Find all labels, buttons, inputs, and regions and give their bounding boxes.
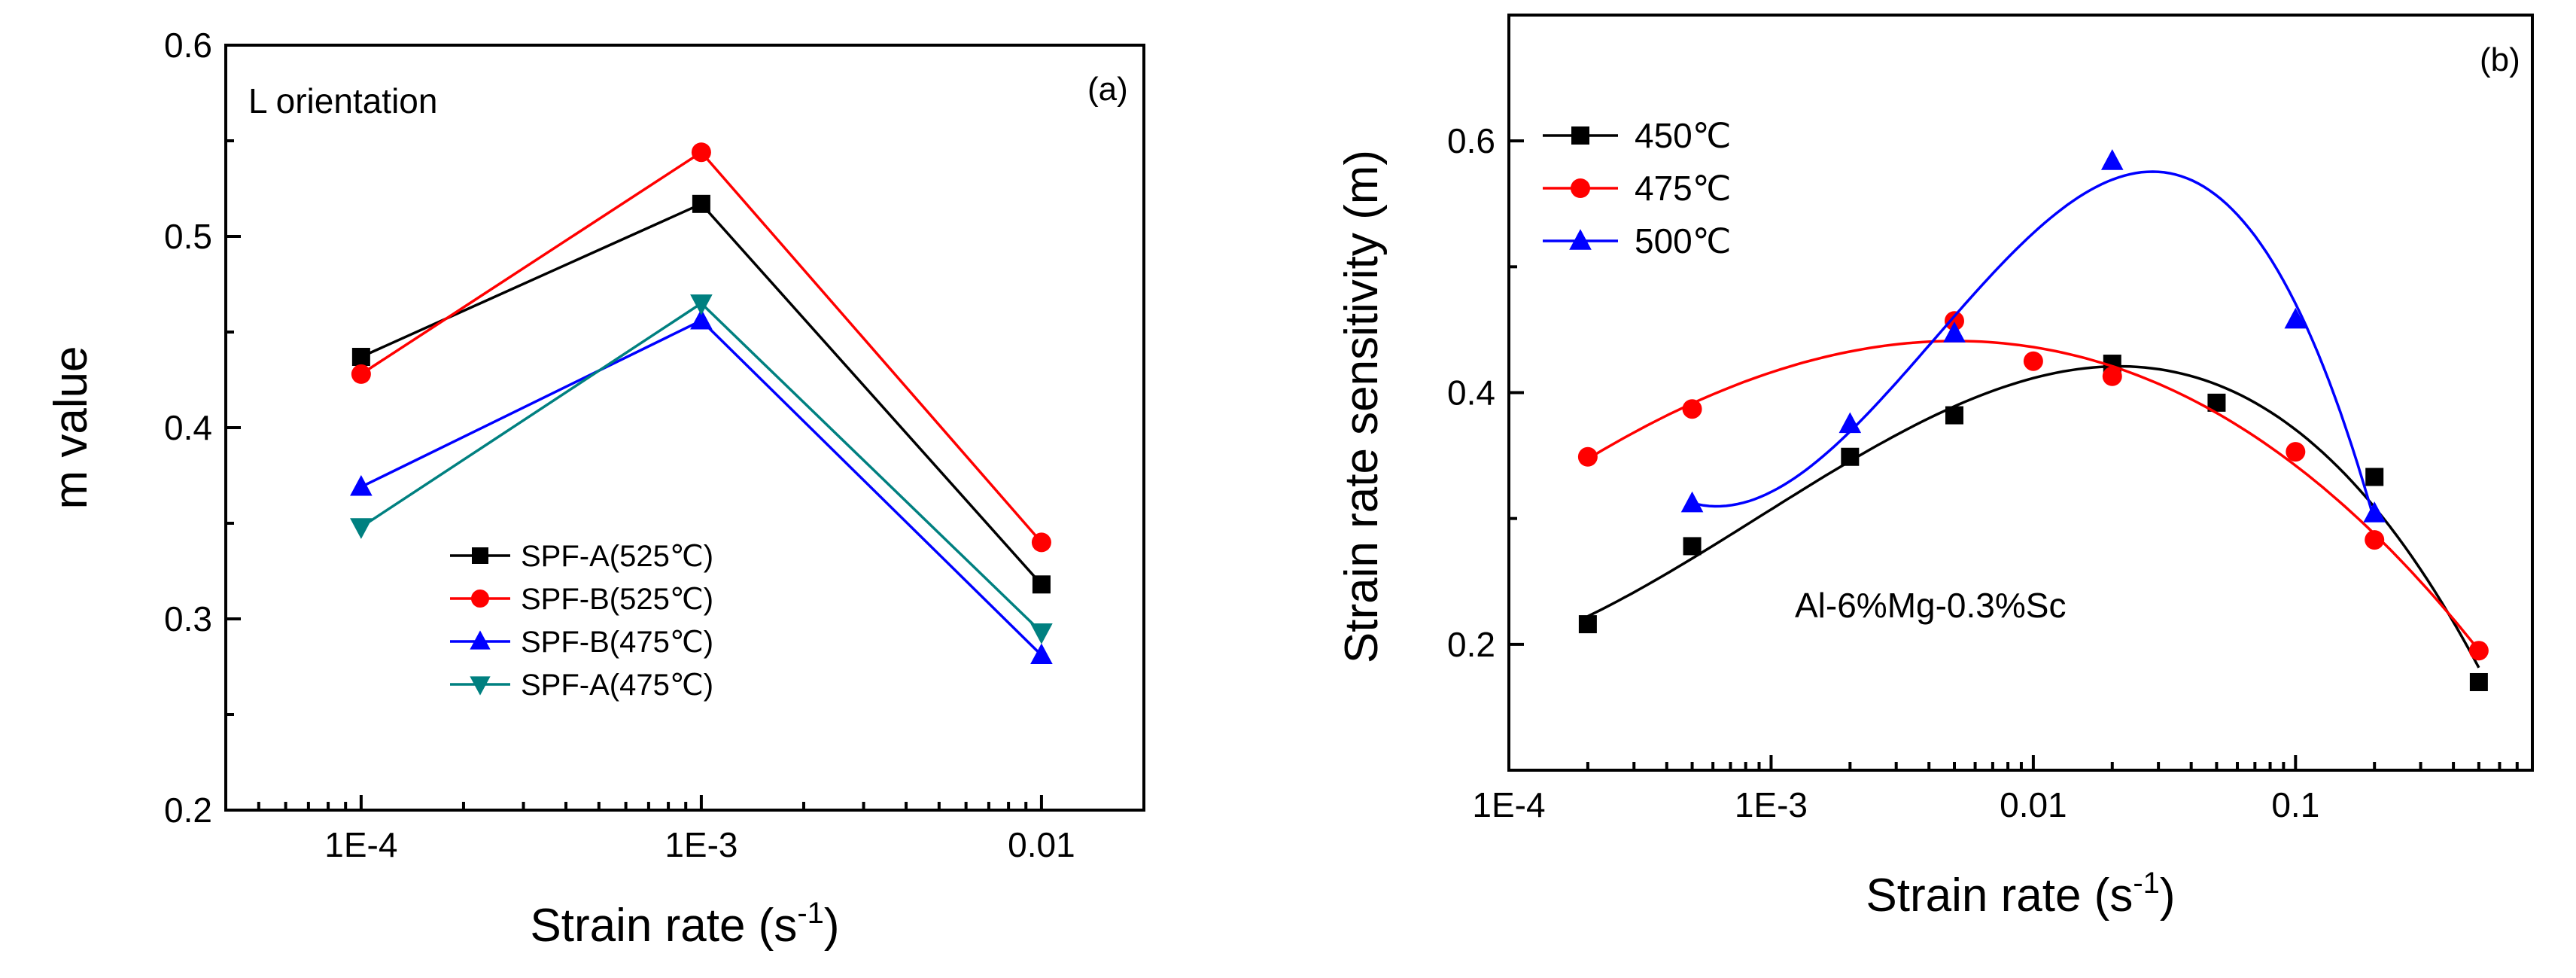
data-point-b-475	[2102, 366, 2122, 386]
annotation-alloy: Al-6%Mg-0.3%Sc	[1795, 586, 2066, 625]
data-point-a-spf-b-475	[350, 474, 373, 496]
y-axis-title-a: m value	[45, 346, 97, 509]
series-line-a-spf-a-525	[360, 202, 1043, 586]
data-point-b-475	[2468, 641, 2489, 661]
legend-label-a-spf-a-475: SPF-A(475℃)	[521, 669, 713, 702]
x-axis-title-a: Strain rate (s-1)	[530, 897, 839, 952]
chart-panel-a: 1E-4 1E-3 0.01 0.2 0.3 0.4 0.5 0.6 m value Stra…	[45, 26, 1145, 952]
x-tick-label-a: 1E-3	[665, 825, 738, 864]
y-tick-label-a: 0.5	[164, 217, 212, 256]
legend-marker-b-500	[1569, 229, 1592, 250]
x-axis-title-b: Strain rate (s-1)	[1866, 867, 2175, 922]
y-tick-label-a: 0.4	[164, 408, 212, 447]
data-point-b-500	[2363, 501, 2386, 523]
data-point-b-475	[2286, 442, 2306, 462]
data-point-b-475	[1577, 446, 1598, 467]
x-tick-label-b: 1E-3	[1735, 785, 1808, 824]
data-point-b-450	[1578, 615, 1597, 634]
y-axis-title-b: Strain rate sensitivity (m)	[1336, 150, 1388, 663]
data-point-b-500	[2100, 149, 2124, 170]
data-point-b-450	[1683, 537, 1702, 556]
data-point-a-spf-a-475	[690, 294, 713, 315]
data-point-a-spf-a-525	[692, 194, 710, 213]
data-point-b-475	[1944, 311, 1964, 331]
y-tick-label-a: 0.3	[164, 599, 212, 638]
legend-a: SPF-A(525℃) SPF-B(525℃) SPF-B(475℃) SPF-A(4…	[450, 540, 713, 702]
legend-label-a-spf-a-525: SPF-A(525℃)	[521, 540, 713, 573]
legend-marker-b-475	[1571, 178, 1590, 198]
x-tick-label-b: 1E-4	[1472, 785, 1545, 824]
x-axis-title-sup-b: -1	[2133, 867, 2160, 900]
data-point-a-spf-b-525	[691, 142, 711, 163]
data-point-a-spf-b-475	[1030, 643, 1053, 665]
fit-curve-b-500	[1692, 170, 2376, 522]
data-point-b-500	[1838, 412, 1862, 434]
data-point-a-spf-b-525	[1031, 532, 1051, 553]
x-axis-title-end-b: )	[2160, 870, 2176, 922]
data-point-b-450	[2469, 672, 2488, 691]
ticks-a: 1E-4 1E-3 0.01 0.2 0.3 0.4 0.5 0.6	[164, 26, 1075, 864]
legend-marker-a-spf-a-475	[470, 676, 491, 696]
data-point-b-500	[1943, 321, 1966, 343]
data-point-b-475	[1682, 399, 1702, 419]
x-tick-label-b: 0.1	[2271, 785, 2319, 824]
series-group-a	[350, 142, 1053, 665]
y-tick-label-b: 0.6	[1447, 121, 1495, 160]
panel-label-b: (b)	[2480, 41, 2520, 78]
data-point-b-500	[2284, 307, 2307, 329]
data-point-a-spf-b-525	[351, 364, 371, 384]
legend-label-b-475: 475℃	[1635, 169, 1731, 208]
data-point-b-500	[1680, 491, 1704, 513]
data-point-b-450	[1945, 406, 1963, 425]
y-tick-label-b: 0.4	[1447, 373, 1495, 413]
data-point-a-spf-a-475	[1030, 623, 1053, 644]
legend-marker-b-450	[1571, 126, 1589, 145]
y-tick-label-a: 0.2	[164, 791, 212, 830]
data-point-b-475	[2023, 351, 2043, 371]
chart-panel-b: 1E-4 1E-3 0.01 0.1 0.2 0.4 0.6 Strain rate sen…	[1336, 14, 2534, 922]
x-axis-title-sup-a: -1	[797, 897, 824, 930]
y-tick-label-a: 0.6	[164, 26, 212, 65]
x-axis-title-text-b: Strain rate (s	[1866, 870, 2133, 922]
data-point-a-spf-a-475	[350, 518, 373, 539]
data-point-a-spf-a-525	[1032, 575, 1051, 594]
data-point-b-450	[1841, 447, 1860, 466]
x-tick-label-a: 0.01	[1008, 825, 1075, 864]
fit-curve-b-450	[1587, 364, 2480, 669]
data-point-a-spf-b-475	[690, 308, 713, 330]
ticks-b: 1E-4 1E-3 0.01 0.1 0.2 0.4 0.6	[1447, 121, 2519, 824]
x-axis-title-end-a: )	[824, 900, 840, 952]
data-point-a-spf-a-525	[351, 348, 370, 367]
y-tick-label-b: 0.2	[1447, 625, 1495, 664]
annotation-l-orientation: L orientation	[248, 81, 437, 120]
panel-label-a: (a)	[1087, 71, 1128, 108]
data-point-b-450	[2365, 468, 2384, 486]
legend-marker-a-spf-b-525	[471, 590, 489, 608]
legend-label-a-spf-b-475: SPF-B(475℃)	[521, 626, 713, 659]
data-point-b-475	[2365, 530, 2385, 550]
legend-label-b-450: 450℃	[1635, 116, 1731, 155]
series-group-b	[1577, 149, 2489, 691]
x-tick-label-a: 1E-4	[324, 825, 397, 864]
legend-label-a-spf-b-525: SPF-B(525℃)	[521, 583, 713, 616]
legend-marker-a-spf-a-525	[472, 547, 488, 564]
x-tick-label-b: 0.01	[2000, 785, 2067, 824]
legend-label-b-500: 500℃	[1635, 221, 1731, 260]
legend-b: 450℃ 475℃ 500℃	[1543, 116, 1731, 260]
x-axis-title-text-a: Strain rate (s	[530, 900, 797, 952]
fit-curve-b-475	[1587, 340, 2480, 651]
legend-marker-a-spf-b-475	[470, 630, 491, 650]
